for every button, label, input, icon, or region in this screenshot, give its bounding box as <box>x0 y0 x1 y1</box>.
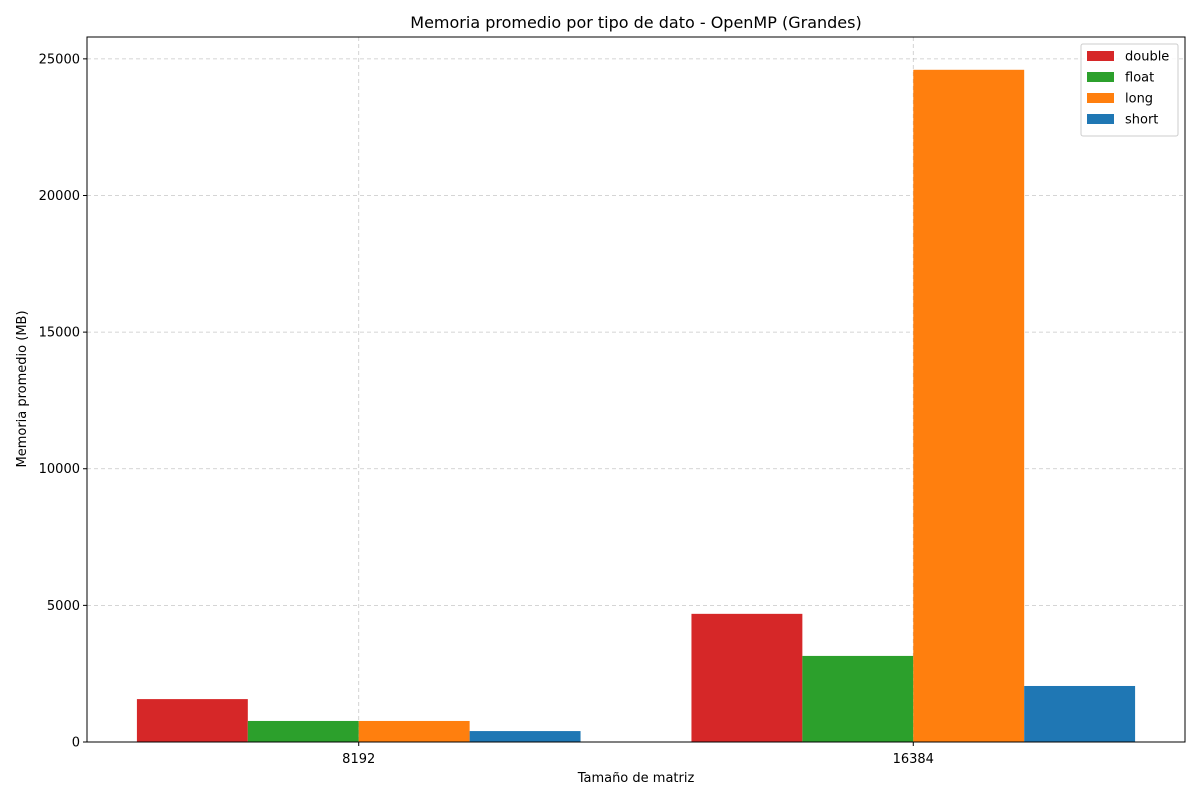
legend-label-double: double <box>1125 50 1169 65</box>
legend-swatch-long <box>1087 93 1114 103</box>
bar-double-16384 <box>691 613 803 742</box>
chart-title: Memoria promedio por tipo de dato - Open… <box>410 13 861 32</box>
legend-swatch-short <box>1087 114 1114 124</box>
y-tick-label: 5000 <box>47 599 80 614</box>
x-axis-label: Tamaño de matriz <box>577 771 695 786</box>
legend-box <box>1080 43 1179 137</box>
bar-short-8192 <box>469 731 581 742</box>
legend: double float long short <box>1080 43 1179 137</box>
x-tick-label: 16384 <box>893 752 934 767</box>
grid-lines <box>87 37 1185 742</box>
bars <box>136 69 1136 742</box>
bar-short-16384 <box>1024 685 1136 742</box>
bar-long-16384 <box>913 69 1025 742</box>
plot-frame <box>86 36 1186 743</box>
y-tick-label: 0 <box>72 736 80 751</box>
bar-float-8192 <box>247 720 359 742</box>
bar-double-8192 <box>136 699 248 742</box>
y-tick-label: 25000 <box>39 52 80 67</box>
legend-label-float: float <box>1125 71 1154 86</box>
y-axis-label: Memoria promedio (MB) <box>15 310 30 467</box>
legend-label-long: long <box>1125 92 1153 107</box>
legend-swatch-double <box>1087 51 1114 61</box>
x-tick-label: 8192 <box>342 752 375 767</box>
legend-swatch-float <box>1087 72 1114 82</box>
bar-long-8192 <box>358 720 470 742</box>
y-tick-label: 15000 <box>39 326 80 341</box>
y-tick-label: 20000 <box>39 189 80 204</box>
bar-float-16384 <box>802 655 914 742</box>
y-tick-label: 10000 <box>39 462 80 477</box>
legend-label-short: short <box>1125 113 1158 128</box>
axis-ticks: 0 5000 10000 15000 20000 25000 8192 16384 <box>39 52 934 767</box>
